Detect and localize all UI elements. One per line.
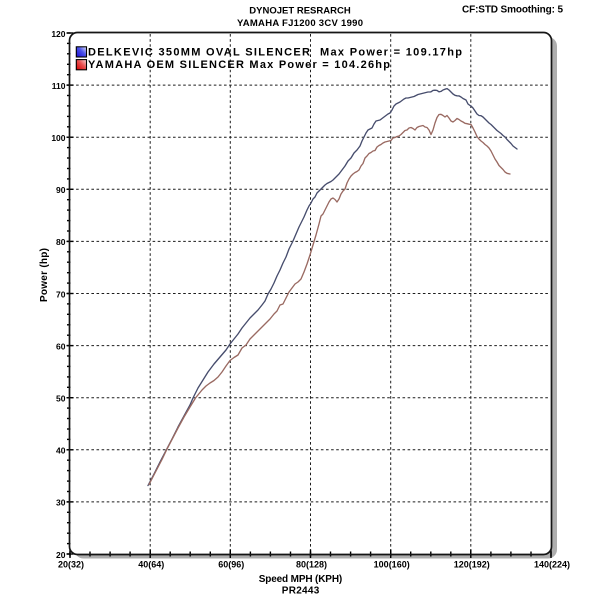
svg-text:Speed MPH (KPH): Speed MPH (KPH) (259, 574, 343, 585)
svg-text:50: 50 (56, 394, 66, 404)
svg-text:20(32): 20(32) (58, 560, 84, 570)
svg-text:110: 110 (52, 81, 66, 91)
svg-text:40(64): 40(64) (138, 560, 164, 570)
svg-text:80(128): 80(128) (296, 560, 327, 570)
svg-text:80: 80 (56, 237, 66, 247)
svg-text:100: 100 (51, 133, 65, 143)
svg-text:100(160): 100(160) (374, 560, 410, 570)
svg-text:120(192): 120(192) (454, 560, 490, 570)
svg-text:140(224): 140(224) (534, 560, 570, 570)
svg-text:Power (hp): Power (hp) (39, 248, 50, 302)
svg-text:YAMAHA OEM SILENCER Max Power: YAMAHA OEM SILENCER Max Power = 104.26hp (88, 59, 390, 71)
svg-text:40: 40 (56, 446, 66, 456)
svg-text:DYNOJET RESRARCH: DYNOJET RESRARCH (249, 6, 351, 17)
svg-text:60(96): 60(96) (218, 560, 244, 570)
svg-text:YAMAHA FJ1200 3CV 1990: YAMAHA FJ1200 3CV 1990 (237, 18, 363, 29)
svg-text:70: 70 (56, 289, 66, 299)
svg-text:DELKEVIC 350MM OVAL SILENCER: DELKEVIC 350MM OVAL SILENCER Max Power =… (88, 47, 462, 59)
svg-text:60: 60 (56, 341, 66, 351)
svg-text:20: 20 (56, 550, 66, 560)
svg-text:90: 90 (56, 185, 66, 195)
svg-text:PR2443: PR2443 (282, 586, 320, 597)
svg-text:CF:STD Smoothing: 5: CF:STD Smoothing: 5 (462, 5, 563, 16)
svg-text:30: 30 (56, 498, 66, 508)
svg-text:120: 120 (51, 29, 65, 39)
